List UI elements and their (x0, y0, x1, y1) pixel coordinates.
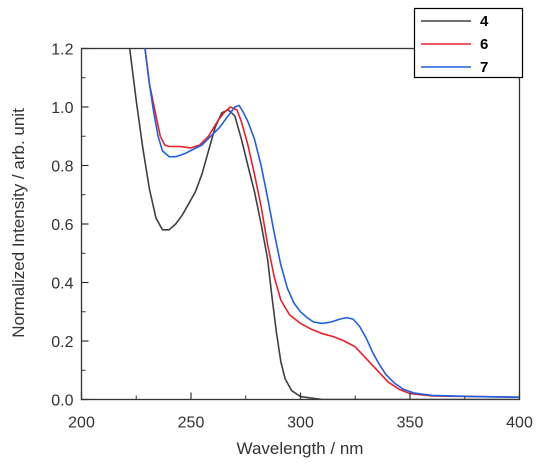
y-tick-label: 0.6 (51, 217, 73, 234)
y-tick-label: 0.8 (51, 159, 73, 176)
legend-label-7: 7 (480, 59, 488, 76)
series-line-6 (144, 48, 520, 398)
y-tick-label: 0.0 (51, 393, 73, 410)
x-tick-label: 400 (506, 415, 533, 432)
plot-area: 200 250 300 350 400 0.0 0.2 0.4 0.6 0.8 1.0 1.2 (51, 42, 533, 432)
series-layer (128, 48, 520, 400)
ticks-layer: 200 250 300 350 400 0.0 0.2 0.4 0.6 0.8 1.0 1.2 (51, 42, 533, 432)
legend-label-4: 4 (480, 13, 489, 30)
y-tick-label: 0.4 (51, 276, 73, 293)
series-line-4 (128, 48, 520, 400)
y-axis-title: Normalized Intensity / arb. unit (9, 108, 28, 338)
x-tick-label: 200 (68, 415, 95, 432)
y-tick-label: 1.0 (51, 100, 73, 117)
legend: 4 6 7 (413, 7, 524, 79)
legend-label-6: 6 (480, 36, 488, 53)
y-tick-label: 0.2 (51, 334, 73, 351)
y-tick-label: 1.2 (51, 42, 73, 59)
series-line-7 (144, 48, 520, 398)
x-axis-title: Wavelength / nm (237, 439, 364, 458)
legend-box (413, 7, 524, 79)
x-tick-label: 250 (178, 415, 205, 432)
x-tick-label: 300 (287, 415, 314, 432)
x-tick-label: 350 (397, 415, 424, 432)
plot-frame (80, 47, 521, 401)
